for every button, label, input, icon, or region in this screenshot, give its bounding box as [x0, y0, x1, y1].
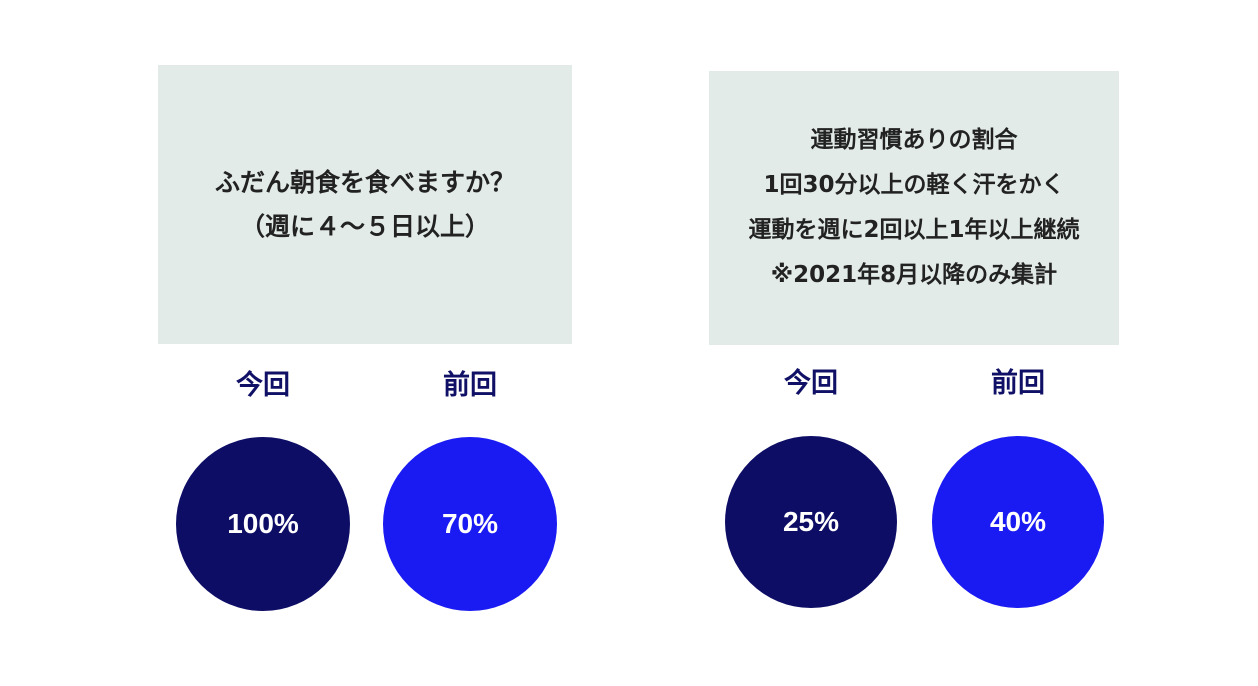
previous-value-circle: 40% [932, 436, 1104, 608]
current-value-circle: 100% [176, 437, 350, 611]
question-line: ふだん朝食を食べますか？ [214, 167, 515, 197]
question-line: ※2021年8月以降のみ集計 [770, 262, 1058, 288]
previous-label: 前回 [991, 368, 1045, 399]
question-line: （週に４～５日以上） [239, 211, 490, 241]
previous-label: 前回 [443, 370, 497, 401]
current-label: 今回 [236, 370, 290, 401]
current-value: 100% [227, 508, 299, 539]
current-value: 25% [782, 506, 840, 537]
current-value-circle: 25% [725, 436, 897, 608]
question-line: 運動を週に2回以上1年以上継続 [748, 217, 1080, 243]
current-label: 今回 [784, 368, 838, 399]
previous-value-circle: 70% [383, 437, 557, 611]
previous-value: 40% [989, 506, 1047, 537]
exercise-question-box: 運動習慣ありの割合 1回30分以上の軽く汗をかく 運動を週に2回以上1年以上継続… [709, 71, 1119, 345]
previous-value: 70% [441, 508, 499, 539]
question-line: 1回30分以上の軽く汗をかく [763, 172, 1065, 198]
question-line: 運動習慣ありの割合 [810, 127, 1018, 153]
breakfast-question-box: ふだん朝食を食べますか？ （週に４～５日以上） [158, 65, 572, 344]
